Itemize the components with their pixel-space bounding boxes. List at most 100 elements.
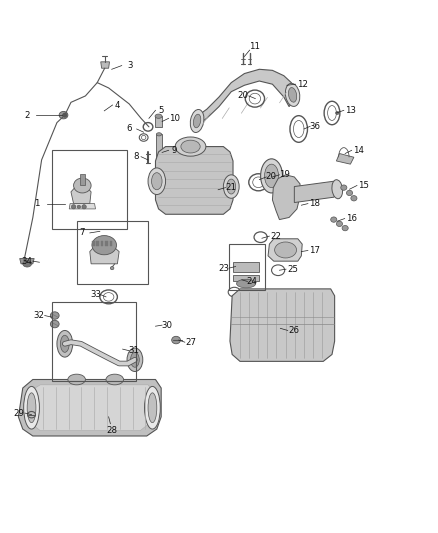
Bar — [80, 174, 85, 185]
Text: 24: 24 — [247, 277, 258, 286]
Ellipse shape — [265, 164, 279, 188]
Bar — [52, 150, 127, 229]
Ellipse shape — [289, 87, 297, 102]
Polygon shape — [230, 289, 335, 361]
Ellipse shape — [341, 185, 347, 190]
Polygon shape — [27, 385, 152, 431]
Text: 20: 20 — [265, 173, 276, 181]
Text: 27: 27 — [185, 338, 196, 346]
Ellipse shape — [106, 374, 124, 385]
Ellipse shape — [77, 205, 81, 208]
Ellipse shape — [27, 393, 36, 423]
Ellipse shape — [50, 320, 59, 328]
Text: 16: 16 — [346, 214, 357, 223]
Bar — [229, 244, 265, 290]
Bar — [96, 241, 99, 246]
Ellipse shape — [346, 190, 353, 196]
Text: 4: 4 — [115, 101, 120, 109]
Ellipse shape — [92, 236, 117, 255]
Bar — [77, 221, 148, 284]
Text: 19: 19 — [279, 171, 290, 179]
Polygon shape — [20, 259, 34, 264]
Ellipse shape — [181, 140, 200, 153]
Ellipse shape — [342, 225, 348, 231]
Bar — [101, 241, 103, 246]
Text: 12: 12 — [297, 80, 308, 88]
Ellipse shape — [190, 109, 204, 133]
Ellipse shape — [63, 113, 67, 117]
Ellipse shape — [59, 111, 68, 119]
Bar — [105, 241, 108, 246]
Ellipse shape — [131, 352, 139, 367]
Text: 21: 21 — [226, 183, 237, 192]
Ellipse shape — [336, 111, 339, 115]
Ellipse shape — [332, 180, 343, 199]
Ellipse shape — [57, 330, 73, 357]
Ellipse shape — [148, 168, 166, 195]
Bar — [233, 262, 259, 272]
Text: 10: 10 — [169, 114, 180, 123]
Ellipse shape — [145, 386, 160, 429]
Text: 28: 28 — [106, 426, 117, 434]
Text: 6: 6 — [127, 125, 132, 133]
Text: 30: 30 — [162, 321, 173, 329]
Ellipse shape — [227, 179, 236, 194]
Text: 26: 26 — [289, 326, 300, 335]
Text: 23: 23 — [218, 264, 229, 272]
Text: 5: 5 — [159, 106, 164, 115]
Polygon shape — [155, 147, 233, 214]
Text: 18: 18 — [309, 199, 320, 208]
Ellipse shape — [82, 205, 86, 209]
Ellipse shape — [351, 196, 357, 201]
Text: 1: 1 — [35, 199, 40, 208]
Polygon shape — [197, 69, 294, 125]
Ellipse shape — [23, 261, 32, 267]
Polygon shape — [272, 175, 300, 220]
Ellipse shape — [24, 386, 39, 429]
Text: 33: 33 — [90, 290, 101, 299]
Ellipse shape — [127, 348, 143, 372]
Ellipse shape — [261, 159, 283, 193]
Ellipse shape — [50, 312, 59, 319]
Ellipse shape — [275, 242, 297, 258]
Bar — [233, 275, 259, 281]
Ellipse shape — [286, 83, 300, 107]
Polygon shape — [101, 62, 110, 68]
Text: 29: 29 — [13, 409, 24, 417]
Ellipse shape — [156, 133, 162, 136]
Text: 32: 32 — [33, 311, 44, 320]
Text: 8: 8 — [133, 152, 138, 161]
Text: 36: 36 — [310, 122, 321, 131]
Text: 22: 22 — [270, 232, 282, 240]
Text: 20: 20 — [237, 92, 249, 100]
Ellipse shape — [172, 336, 180, 344]
Polygon shape — [90, 245, 119, 264]
Bar — [110, 241, 112, 246]
Ellipse shape — [68, 374, 85, 385]
Ellipse shape — [223, 175, 239, 198]
Bar — [92, 241, 95, 246]
Ellipse shape — [237, 279, 256, 288]
Text: 17: 17 — [309, 246, 320, 255]
Text: 31: 31 — [128, 346, 139, 355]
Text: 13: 13 — [345, 106, 356, 115]
Ellipse shape — [60, 335, 69, 352]
Ellipse shape — [74, 178, 91, 193]
Polygon shape — [336, 154, 354, 164]
Polygon shape — [294, 181, 338, 203]
Ellipse shape — [331, 217, 337, 222]
Ellipse shape — [71, 205, 76, 209]
Polygon shape — [69, 204, 95, 209]
Text: 9: 9 — [172, 146, 177, 155]
Bar — [52, 302, 136, 381]
Text: 3: 3 — [128, 61, 133, 70]
Polygon shape — [18, 379, 161, 436]
Polygon shape — [71, 185, 91, 204]
Ellipse shape — [155, 114, 162, 118]
Ellipse shape — [148, 393, 157, 423]
Ellipse shape — [110, 266, 114, 270]
Text: 7: 7 — [80, 229, 85, 237]
Text: 2: 2 — [25, 111, 30, 119]
Ellipse shape — [152, 173, 162, 190]
Text: 34: 34 — [21, 257, 33, 265]
